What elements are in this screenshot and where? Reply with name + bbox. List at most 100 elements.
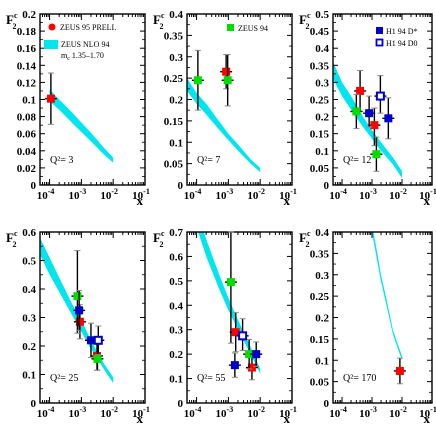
x-axis-label: x [284, 193, 291, 208]
x-axis-label: x [284, 411, 291, 426]
x-tick-label: 10-1 [419, 405, 436, 420]
y-tick-label: 0 [178, 398, 184, 410]
data-point [228, 352, 241, 378]
marker-square [193, 76, 202, 85]
x-tick-label: 10-2 [247, 405, 265, 420]
marker-square [372, 150, 381, 159]
data-point [73, 289, 86, 331]
y-tick-label: 0.16 [17, 43, 37, 55]
y-axis-label: Fc 2 [153, 229, 165, 249]
legend-panel-2: ZEUS 94 [227, 24, 268, 33]
y-tick-label: 0.5 [22, 256, 36, 268]
x-tick-label: 10-2 [389, 405, 407, 420]
data-point [250, 341, 263, 367]
y-tick-label: 0.06 [17, 129, 37, 141]
marker-square [365, 109, 374, 118]
y-tick-label: 0.2 [169, 95, 183, 107]
x-tick-label: 10-1 [132, 405, 150, 420]
data-point [393, 357, 406, 385]
x-tick-label: 10-3 [69, 405, 87, 420]
y-tick-label: 0.3 [315, 77, 329, 89]
y-tick-label: 0.05 [164, 159, 184, 171]
y-axis-label: Fc 2 [153, 11, 165, 31]
y-tick-label: 0.18 [17, 26, 37, 38]
legend-marker-h1-dzero [375, 38, 384, 47]
y-tick-label: 0.2 [22, 341, 36, 353]
x-axis-label: x [424, 193, 431, 208]
data-point [191, 49, 204, 111]
y-tick-label: 0.02 [17, 163, 37, 175]
data-point [370, 136, 383, 172]
y-tick-label: 0.04 [17, 146, 37, 158]
theory-band [49, 89, 114, 163]
theory-band [333, 61, 402, 179]
y-tick-label: 0.6 [22, 227, 36, 239]
y-tick-label: 0.4 [169, 9, 183, 21]
y-tick-label: 0.15 [164, 116, 184, 128]
x-axis-label: x [137, 411, 144, 426]
theory-band [40, 237, 114, 384]
y-tick-label: 0.2 [315, 313, 329, 325]
panel-6: 0 0.05 0.1 0.15 0.2 0.25 0.3 0.35 0.4 10-4 10-3 10-… [299, 227, 436, 426]
x-tick-label: 10-1 [419, 187, 436, 202]
q2-label: Q²= 12 [343, 155, 371, 166]
panel-2: 0 0.05 0.1 0.15 0.2 0.25 0.3 0.35 0.4 10-4 10-3 10-… [153, 9, 297, 208]
y-tick-label: 0.35 [310, 60, 330, 72]
legend-marker-zeus94 [227, 24, 234, 31]
data-point [224, 231, 237, 344]
y-tick-label: 0.15 [310, 334, 330, 346]
y-tick-label: 0.7 [169, 227, 183, 239]
q2-label: Q²= 55 [197, 373, 225, 384]
theory-band [187, 78, 261, 173]
legend-panel-3: H1 94 D* H1 94 D0 [375, 27, 418, 48]
marker-open-square [93, 335, 103, 345]
y-tick-label: 0.3 [169, 325, 183, 337]
y-tick-label: 0.2 [169, 349, 183, 361]
legend-label-h1-dstar: H1 94 D* [386, 27, 418, 36]
y-tick-label: 0.1 [169, 137, 183, 149]
panel-1: 0 0.02 0.04 0.06 0.08 0.1 0.12 0.14 0.16 0.18 0.2 1… [6, 9, 150, 208]
data-point [382, 97, 395, 140]
x-tick-label: 10-4 [37, 405, 55, 420]
y-tick-label: 0.4 [315, 43, 329, 55]
marker-square [352, 107, 361, 116]
y-tick-label: 0.5 [169, 276, 183, 288]
marker-square [252, 350, 261, 359]
x-tick-label: 10-2 [389, 187, 407, 202]
x-tick-label: 10-3 [359, 187, 377, 202]
marker-square [222, 67, 231, 76]
y-tick-label: 0.3 [22, 313, 36, 325]
marker-square [231, 328, 240, 337]
legend-label-h1-dzero: H1 94 D0 [386, 39, 418, 48]
y-tick-label: 0.08 [17, 112, 37, 124]
marker-open-square [375, 91, 385, 101]
x-tick-label: 10-1 [132, 187, 150, 202]
x-tick-label: 10-2 [247, 187, 265, 202]
legend-marker-band [44, 40, 58, 49]
x-tick-label: 10-4 [329, 187, 347, 202]
y-axis-label: Fc 2 [6, 229, 18, 249]
x-tick-label: 10-4 [184, 405, 202, 420]
x-tick-label: 10-4 [184, 187, 202, 202]
marker-square [46, 94, 55, 103]
y-tick-label: 0 [324, 180, 330, 192]
y-tick-label: 0.05 [310, 377, 330, 389]
q2-label: Q²= 7 [197, 155, 220, 166]
panel-5: 0 0.1 0.2 0.3 0.4 0.5 0.6 0.7 10-4 10-3 10-2 10-1x F… [153, 227, 297, 426]
legend-label-zeus94: ZEUS 94 [238, 24, 268, 33]
y-axis-label: Fc 2 [299, 229, 311, 249]
marker-square [247, 363, 256, 372]
x-tick-label: 10-4 [329, 405, 347, 420]
data-point [71, 250, 84, 334]
data-point [363, 95, 376, 128]
marker-square [356, 86, 365, 95]
legend-label-zeus95: ZEUS 95 PRELI. [60, 23, 116, 32]
data-point [221, 54, 234, 107]
x-tick-label: 10-3 [69, 187, 87, 202]
y-tick-label: 0.25 [164, 73, 184, 85]
marker-square [75, 306, 84, 315]
y-tick-label: 0.25 [310, 95, 330, 107]
marker-square [86, 336, 95, 345]
y-tick-label: 0.14 [17, 60, 37, 72]
y-tick-label: 0.12 [17, 77, 37, 89]
